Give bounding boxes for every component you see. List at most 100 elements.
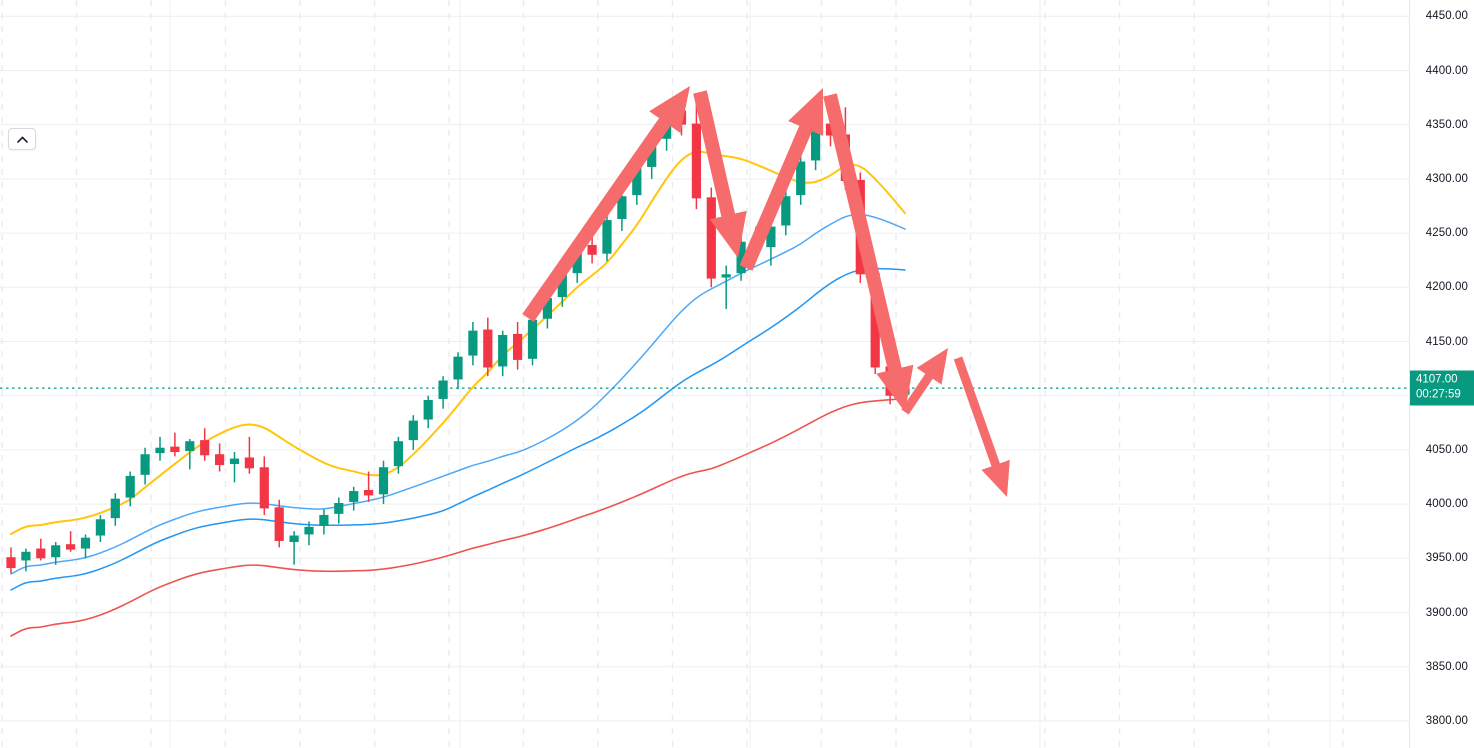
candlestick[interactable] bbox=[125, 471, 135, 507]
candle-body bbox=[587, 244, 597, 255]
candle-body bbox=[364, 489, 374, 496]
trend-arrow-annotations[interactable] bbox=[522, 86, 1010, 497]
candlestick[interactable] bbox=[274, 499, 284, 548]
projection-arrow-down[interactable] bbox=[953, 356, 1010, 498]
candlestick[interactable] bbox=[617, 189, 627, 231]
chevron-up-icon bbox=[16, 136, 28, 143]
candle-body bbox=[244, 457, 254, 469]
candlestick[interactable] bbox=[185, 439, 195, 470]
candle-body bbox=[721, 274, 731, 278]
candlestick[interactable] bbox=[796, 155, 806, 205]
projection-arrow-up[interactable] bbox=[901, 348, 948, 415]
candlestick[interactable] bbox=[110, 493, 120, 526]
downtrend-arrow-1[interactable] bbox=[693, 90, 747, 259]
candle-body bbox=[408, 420, 418, 441]
candlestick[interactable] bbox=[602, 213, 612, 262]
candlestick[interactable] bbox=[66, 531, 76, 552]
candlestick[interactable] bbox=[289, 531, 299, 565]
candle-body bbox=[80, 537, 91, 549]
candlestick[interactable] bbox=[408, 415, 418, 450]
candlestick[interactable] bbox=[766, 220, 776, 266]
candlestick[interactable] bbox=[513, 321, 523, 370]
candle-body bbox=[349, 491, 359, 502]
candle-body bbox=[21, 551, 31, 561]
candlestick[interactable] bbox=[140, 447, 150, 485]
candlestick[interactable] bbox=[393, 436, 403, 474]
price-axis-tick-label: 4000.00 bbox=[1425, 498, 1468, 511]
candle-body bbox=[6, 557, 16, 569]
candle-body bbox=[453, 356, 463, 380]
candle-body bbox=[825, 123, 836, 136]
candlestick[interactable] bbox=[423, 395, 433, 429]
candle-body bbox=[200, 440, 210, 456]
candlestick-chart-svg bbox=[0, 0, 1410, 748]
candlestick[interactable] bbox=[36, 538, 46, 561]
candlestick[interactable] bbox=[200, 428, 210, 461]
uptrend-arrow-1[interactable] bbox=[522, 86, 690, 322]
candlestick[interactable] bbox=[468, 321, 478, 366]
candle-body bbox=[632, 168, 642, 196]
candlestick[interactable] bbox=[334, 497, 344, 524]
candle-body bbox=[185, 441, 195, 451]
candlestick[interactable] bbox=[304, 521, 314, 546]
ma-yellow-line bbox=[10, 150, 906, 535]
candlestick[interactable] bbox=[51, 542, 61, 565]
candle-body bbox=[811, 124, 821, 161]
candlestick[interactable] bbox=[244, 436, 254, 474]
candle-body bbox=[304, 526, 314, 535]
candle-body bbox=[140, 454, 150, 475]
candlestick[interactable] bbox=[721, 265, 731, 309]
candle-body bbox=[110, 498, 120, 519]
candle-body bbox=[766, 226, 776, 248]
candlestick[interactable] bbox=[349, 486, 359, 511]
candlestick[interactable] bbox=[259, 456, 269, 515]
candlestick[interactable] bbox=[155, 436, 165, 461]
candle-body bbox=[542, 298, 552, 319]
price-axis-tick-label: 4450.00 bbox=[1425, 10, 1468, 23]
candlestick[interactable] bbox=[483, 317, 493, 377]
candle-body bbox=[259, 467, 269, 509]
downtrend-arrow-2[interactable] bbox=[823, 93, 914, 413]
candlestick[interactable] bbox=[21, 548, 31, 572]
candlestick[interactable] bbox=[691, 96, 701, 210]
candlestick[interactable] bbox=[378, 460, 389, 505]
candlestick[interactable] bbox=[438, 376, 448, 409]
price-axis-tick-label: 3950.00 bbox=[1425, 552, 1468, 565]
candlestick[interactable] bbox=[229, 452, 240, 483]
ma-blue-upper-line bbox=[10, 213, 906, 575]
candlestick[interactable] bbox=[498, 330, 508, 377]
candle-body bbox=[870, 273, 880, 368]
price-axis-tick-label: 3800.00 bbox=[1425, 714, 1468, 727]
candlestick[interactable] bbox=[80, 534, 91, 559]
candle-body bbox=[468, 330, 478, 356]
candlestick[interactable] bbox=[706, 187, 716, 288]
chart-plot-area[interactable] bbox=[0, 0, 1410, 748]
candlestick[interactable] bbox=[95, 514, 105, 543]
uptrend-arrow-2[interactable] bbox=[739, 88, 824, 271]
candle-body bbox=[274, 507, 284, 541]
candlestick[interactable] bbox=[6, 547, 16, 574]
candlestick[interactable] bbox=[170, 432, 180, 457]
candle-body bbox=[602, 220, 612, 254]
candlestick[interactable] bbox=[215, 443, 225, 472]
current-price-badge[interactable]: 4107.00 00:27:59 bbox=[1410, 370, 1474, 406]
candlestick[interactable] bbox=[781, 189, 791, 236]
horizontal-gridlines bbox=[0, 15, 1410, 722]
current-price-countdown: 00:27:59 bbox=[1416, 388, 1461, 401]
collapse-pane-button[interactable] bbox=[8, 128, 36, 150]
ma-blue-lower-line bbox=[10, 267, 906, 591]
price-scale-axis[interactable]: 4450.00 4400.00 4350.00 4300.00 4250.00 4200.… bbox=[1409, 0, 1474, 748]
candle-body bbox=[736, 241, 746, 274]
candlestick-series[interactable] bbox=[6, 94, 910, 574]
ma-red-line bbox=[10, 397, 906, 637]
candlestick[interactable] bbox=[527, 313, 538, 366]
candlestick[interactable] bbox=[319, 509, 329, 535]
price-axis-tick-label: 4050.00 bbox=[1425, 443, 1468, 456]
price-axis-tick-label: 4250.00 bbox=[1425, 227, 1468, 240]
candle-body bbox=[647, 139, 657, 167]
candle-body bbox=[498, 334, 508, 367]
candle-body bbox=[796, 161, 806, 196]
candlestick[interactable] bbox=[736, 235, 746, 281]
candlestick[interactable] bbox=[453, 352, 463, 390]
candlestick[interactable] bbox=[364, 471, 374, 502]
